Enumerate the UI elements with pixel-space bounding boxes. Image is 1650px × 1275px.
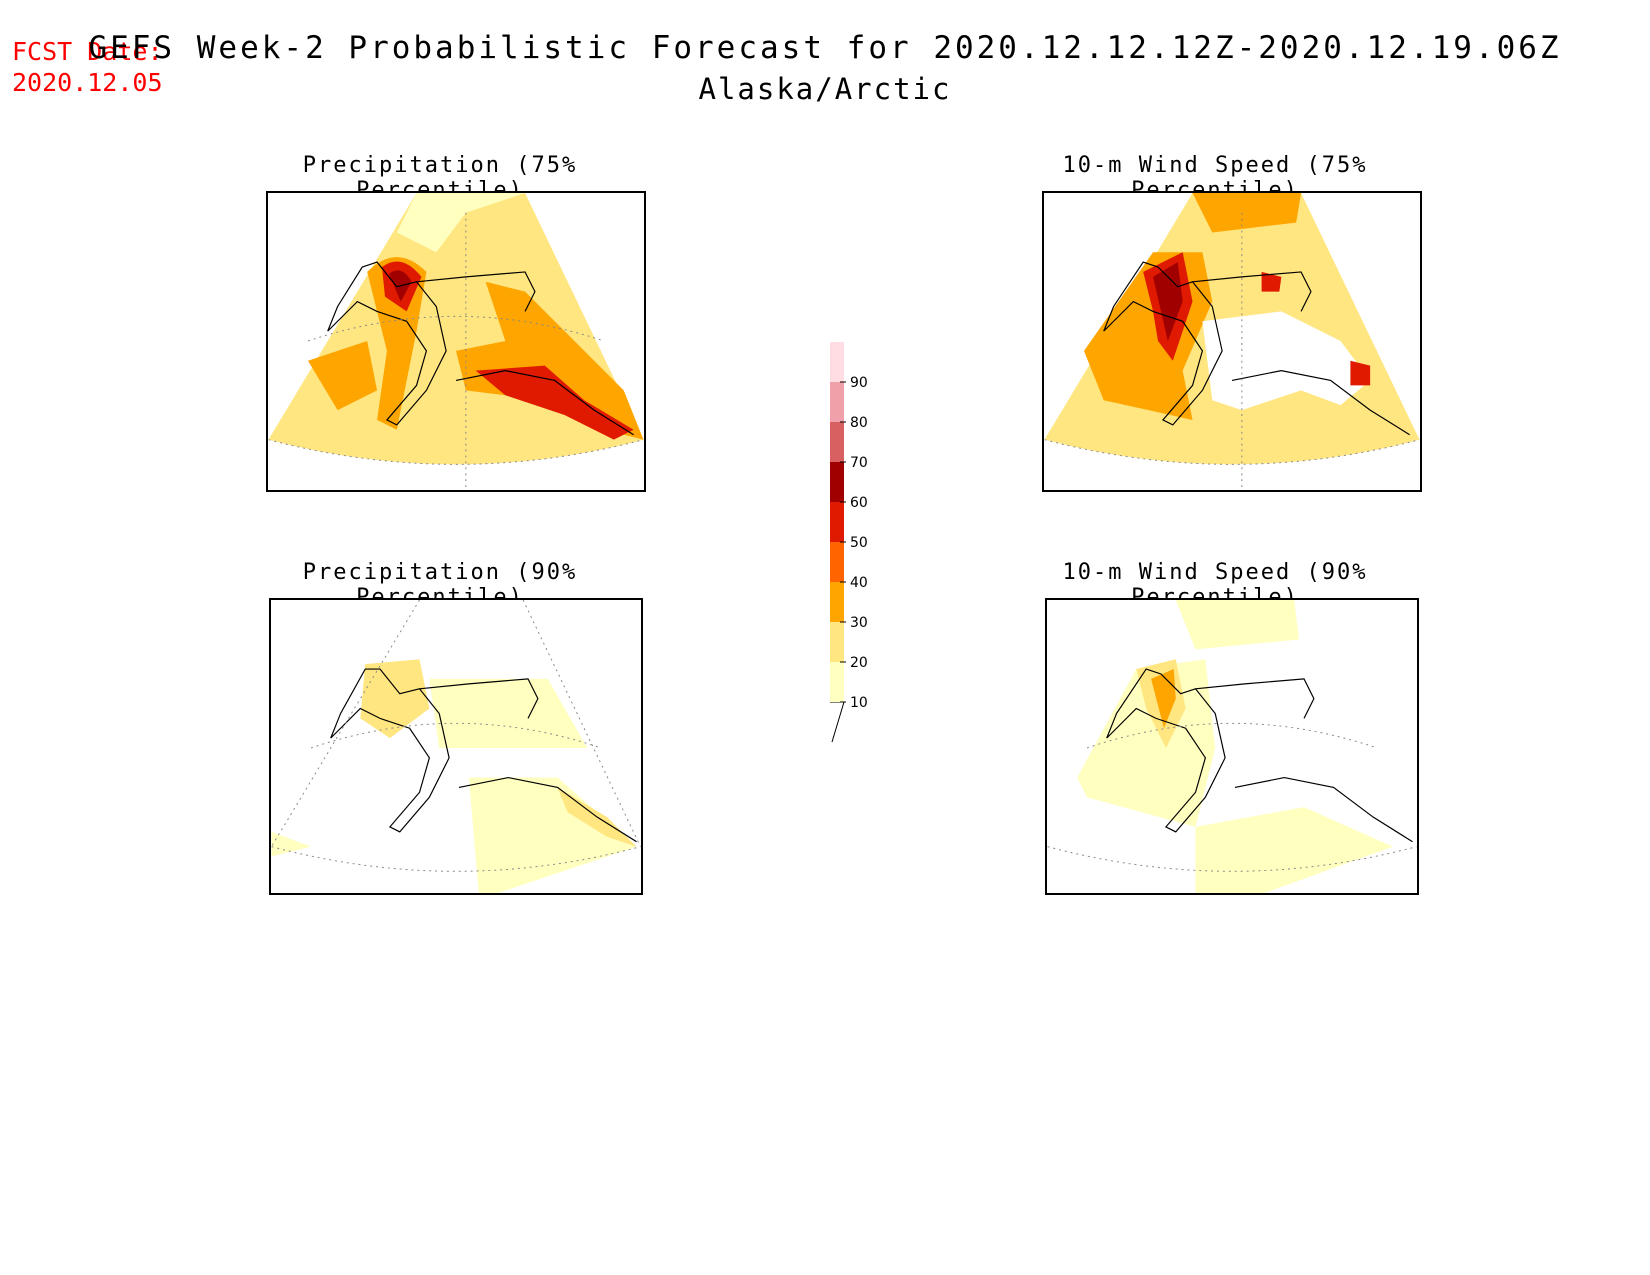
field-pale-north <box>1175 600 1300 650</box>
field-red-east <box>1350 360 1371 386</box>
title-line-2: Alaska/Arctic <box>698 72 952 106</box>
latitude-line-2 <box>1086 722 1378 749</box>
colorbar-label: 90 <box>850 375 868 391</box>
map-panel-precip90 <box>269 598 643 895</box>
meridian-east <box>522 600 641 847</box>
coastline-alaska <box>1106 668 1226 833</box>
latitude-line <box>1044 439 1420 465</box>
field-pale-sw <box>271 831 311 857</box>
coastline-alaska <box>1103 261 1223 426</box>
colorbar-swatch <box>830 342 844 382</box>
map-wind90 <box>1047 600 1417 893</box>
colorbar-label: 40 <box>850 575 868 591</box>
panel-title-wind75: 10-m Wind Speed (75% Percentile) <box>1062 153 1368 203</box>
colorbar-end-low <box>830 701 845 743</box>
coastline-alaska <box>327 261 447 426</box>
colorbar-label: 70 <box>850 455 868 471</box>
colorbar-label: 50 <box>850 535 868 551</box>
map-panel-precip75 <box>266 191 646 492</box>
colorbar-label: 20 <box>850 655 868 671</box>
colorbar-swatch <box>830 582 844 622</box>
field-pale-south <box>1195 807 1393 893</box>
map-panel-wind75 <box>1042 191 1422 492</box>
field-pale-center <box>429 678 588 748</box>
latitude-line <box>268 439 644 465</box>
colorbar-swatch <box>830 422 844 462</box>
map-precip75 <box>268 193 644 490</box>
colorbar-swatch <box>830 462 844 502</box>
field-orange-north <box>1192 193 1302 233</box>
colorbar-swatch <box>830 542 844 582</box>
colorbar-label: 10 <box>850 695 868 711</box>
colorbar-svg: 10 20 30 40 50 60 70 80 90 <box>830 332 868 743</box>
title-line-1: GEFS Week-2 Probabilistic Forecast for 2… <box>88 30 1562 66</box>
field-orange-sw <box>307 341 378 411</box>
coastline-north <box>1195 678 1315 719</box>
colorbar: 10 20 30 40 50 60 70 80 90 <box>800 330 920 750</box>
coastline-alaska <box>330 668 450 833</box>
coastline-gulf <box>458 776 637 843</box>
page-title: GEFS Week-2 Probabilistic Forecast for 2… <box>0 30 1650 106</box>
coastline-gulf <box>1234 776 1413 843</box>
field-low-north <box>396 193 526 253</box>
field-orange-east <box>456 281 644 440</box>
coastline-north <box>419 678 539 719</box>
field-orange-west <box>1151 669 1176 729</box>
field-yellow-west <box>360 659 430 739</box>
colorbar-end-high <box>830 332 844 342</box>
latitude-line-2 <box>307 315 605 342</box>
coastline-north <box>1192 271 1312 312</box>
colorbar-label: 30 <box>850 615 868 631</box>
latitude-line-2 <box>310 722 602 749</box>
field-pale-south <box>468 777 637 893</box>
forecast-date-value: 2020.12.05 <box>12 68 163 97</box>
colorbar-swatch <box>830 622 844 662</box>
coastline-gulf <box>1231 370 1410 436</box>
colorbar-swatch <box>830 382 844 422</box>
map-panel-wind90 <box>1045 598 1419 895</box>
colorbar-label: 60 <box>850 495 868 511</box>
field-red-north <box>1261 271 1282 292</box>
forecast-date: FCST Date: 2020.12.05 <box>12 36 163 98</box>
coastline-north <box>416 271 536 312</box>
map-precip90 <box>271 600 641 893</box>
field-red-east <box>475 365 634 440</box>
coastline-gulf <box>455 370 634 436</box>
colorbar-swatch <box>830 662 844 702</box>
field-empty-interior <box>1202 311 1371 411</box>
field-orange-west <box>367 257 427 430</box>
forecast-date-label: FCST Date: <box>12 37 163 66</box>
colorbar-swatch <box>830 502 844 542</box>
colorbar-label: 80 <box>850 415 868 431</box>
meridian-west <box>271 600 420 847</box>
map-wind75 <box>1044 193 1420 490</box>
